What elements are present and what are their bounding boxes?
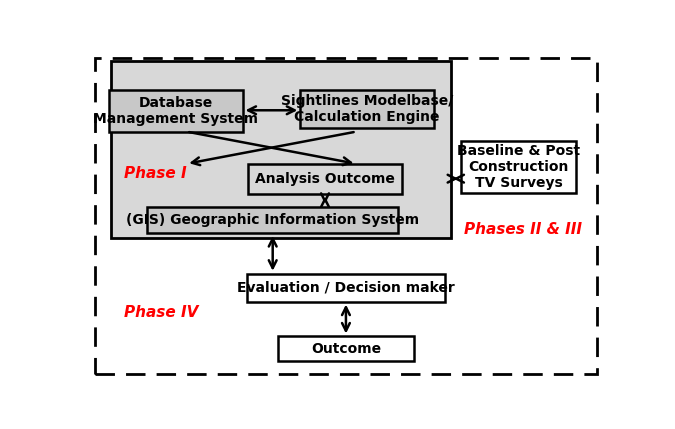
FancyBboxPatch shape	[111, 61, 451, 238]
Text: Phase I: Phase I	[124, 166, 186, 181]
Text: Analysis Outcome: Analysis Outcome	[255, 172, 395, 186]
Text: Database
Management System: Database Management System	[93, 96, 259, 126]
Text: Phases II & III: Phases II & III	[464, 222, 582, 237]
Text: (GIS) Geographic Information System: (GIS) Geographic Information System	[126, 213, 419, 227]
FancyBboxPatch shape	[300, 90, 433, 128]
Text: Baseline & Post
Construction
TV Surveys: Baseline & Post Construction TV Surveys	[457, 144, 580, 190]
FancyBboxPatch shape	[278, 336, 414, 361]
FancyBboxPatch shape	[461, 142, 576, 193]
FancyBboxPatch shape	[248, 164, 402, 193]
FancyBboxPatch shape	[246, 274, 446, 302]
Text: Sightlines Modelbase/
Calculation Engine: Sightlines Modelbase/ Calculation Engine	[281, 94, 453, 124]
FancyBboxPatch shape	[109, 90, 242, 132]
Text: Outcome: Outcome	[311, 342, 381, 356]
FancyBboxPatch shape	[147, 207, 398, 233]
Text: Evaluation / Decision maker: Evaluation / Decision maker	[237, 281, 455, 295]
Text: Phase IV: Phase IV	[124, 305, 198, 320]
